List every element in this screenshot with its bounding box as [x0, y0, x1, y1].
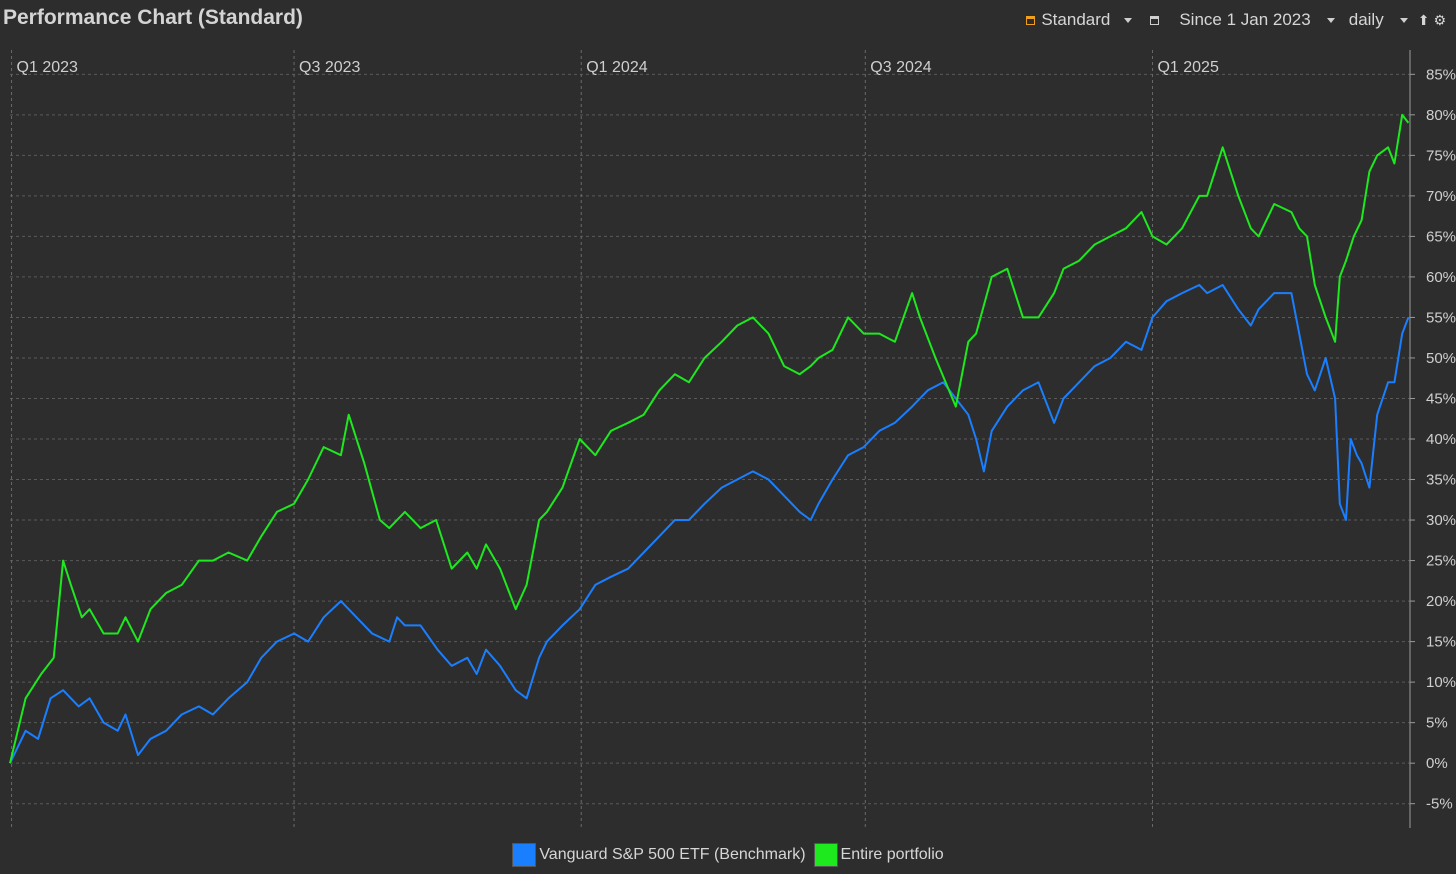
x-tick-label: Q1 2024: [586, 59, 647, 76]
period-selector[interactable]: Since 1 Jan 2023: [1150, 10, 1335, 30]
series-line-benchmark[interactable]: [9, 284, 1410, 764]
calendar-icon: [1150, 15, 1160, 25]
chevron-down-icon: [1124, 17, 1133, 23]
y-tick-label: 5%: [1426, 715, 1448, 732]
chart-legend: Vanguard S&P 500 ETF (Benchmark) Entire …: [0, 843, 1456, 867]
y-tick-label: 40%: [1426, 431, 1456, 448]
legend-swatch-portfolio: [813, 843, 838, 867]
legend-label-portfolio: Entire portfolio: [840, 846, 944, 863]
y-tick-label: 35%: [1426, 472, 1456, 489]
y-tick-label: 10%: [1426, 674, 1456, 691]
y-tick-label: 55%: [1426, 309, 1456, 326]
chevron-down-icon: [1326, 17, 1335, 23]
grid: [10, 50, 1410, 828]
y-tick-label: 0%: [1426, 755, 1448, 772]
export-icon[interactable]: ⬆: [1417, 11, 1430, 28]
legend-label-benchmark: Vanguard S&P 500 ETF (Benchmark): [539, 846, 806, 863]
interval-label: daily: [1348, 10, 1384, 29]
x-tick-label: Q3 2024: [870, 59, 931, 76]
period-label: Since 1 Jan 2023: [1179, 10, 1311, 29]
y-tick-label: 50%: [1426, 350, 1456, 367]
chart-toolbar: Standard Since 1 Jan 2023 daily ⬆ ⚙: [1018, 10, 1446, 30]
legend-swatch-benchmark: [512, 843, 537, 867]
view-label: Standard: [1041, 10, 1111, 29]
y-tick-label: 60%: [1426, 269, 1456, 286]
y-axis: -5% 0% 5% 10% 15% 20% 25% 30% 35% 40% 45% 50% 55% 60%…: [1409, 50, 1456, 828]
y-tick-label: 85%: [1426, 66, 1456, 83]
page-title: Performance Chart (Standard): [3, 6, 303, 29]
legend-item-benchmark[interactable]: Vanguard S&P 500 ETF (Benchmark): [512, 843, 806, 867]
y-tick-label: 80%: [1426, 107, 1456, 124]
x-tick-label: Q3 2023: [299, 59, 360, 76]
x-tick-label: Q1 2023: [17, 59, 78, 76]
view-selector[interactable]: Standard: [1026, 10, 1133, 30]
y-tick-label: -5%: [1426, 796, 1453, 813]
gear-icon[interactable]: ⚙: [1433, 11, 1446, 28]
chevron-down-icon: [1399, 17, 1408, 23]
chart-view-icon: [1026, 15, 1036, 25]
legend-item-portfolio[interactable]: Entire portfolio: [813, 843, 944, 867]
x-tick-label: Q1 2025: [1157, 59, 1218, 76]
interval-selector[interactable]: daily: [1349, 10, 1408, 30]
y-tick-label: 15%: [1426, 634, 1456, 651]
y-tick-label: 65%: [1426, 228, 1456, 245]
x-axis: Q1 2023 Q3 2023 Q1 2024 Q3 2024 Q1 2025: [17, 59, 1219, 76]
y-tick-label: 70%: [1426, 188, 1456, 205]
series-lines: [9, 113, 1410, 764]
series-line-portfolio[interactable]: [9, 113, 1410, 764]
y-tick-label: 30%: [1426, 512, 1456, 529]
y-tick-label: 25%: [1426, 553, 1456, 570]
y-tick-label: 45%: [1426, 390, 1456, 407]
y-tick-label: 75%: [1426, 147, 1456, 164]
y-tick-label: 20%: [1426, 593, 1456, 610]
